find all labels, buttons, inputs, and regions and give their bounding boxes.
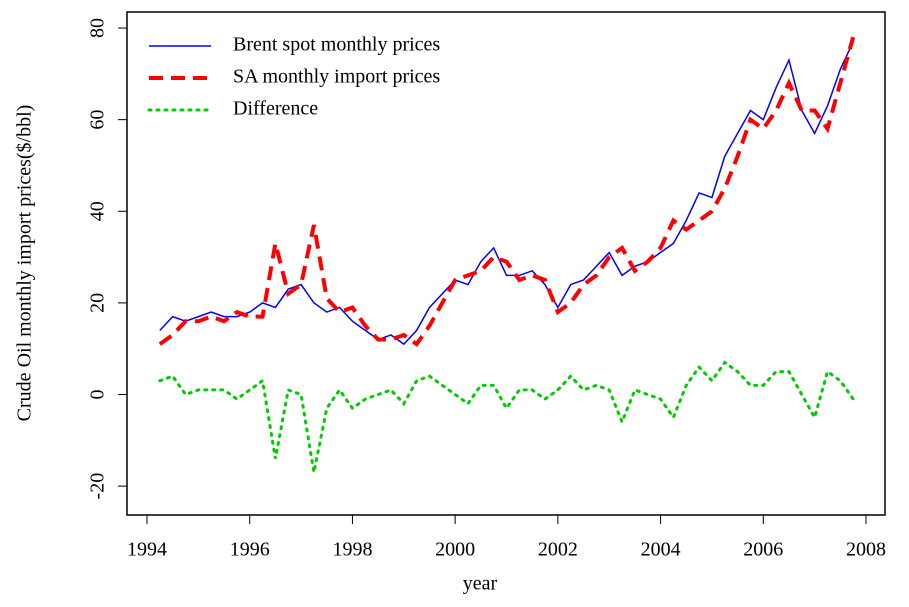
x-tick-label: 1996 [230,539,270,561]
legend-label: Brent spot monthly prices [233,34,440,56]
series-line [159,41,854,346]
x-tick-label: 1994 [127,539,167,561]
series-line [158,36,856,347]
y-tick-label: 40 [87,201,109,221]
y-axis-label: Crude Oil monthly import prices($/bbl) [14,105,36,422]
plot-frame [126,11,886,516]
legend-label: Difference [233,98,318,120]
x-axis-label: year [463,573,498,595]
y-tick-label: 60 [87,110,109,130]
y-tick-label: -20 [87,473,109,500]
y-tick-label: 0 [87,390,109,400]
x-tick-label: 2006 [743,539,783,561]
x-tick-label: 2008 [846,539,886,561]
x-tick-label: 2002 [538,539,578,561]
x-tick-label: 2000 [435,539,475,561]
x-tick-label: 1998 [332,539,372,561]
series-line [158,360,855,473]
legend-label: SA monthly import prices [233,66,440,88]
y-tick-label: 20 [87,293,109,313]
x-tick-label: 2004 [641,539,681,561]
y-tick-label: 80 [87,18,109,38]
